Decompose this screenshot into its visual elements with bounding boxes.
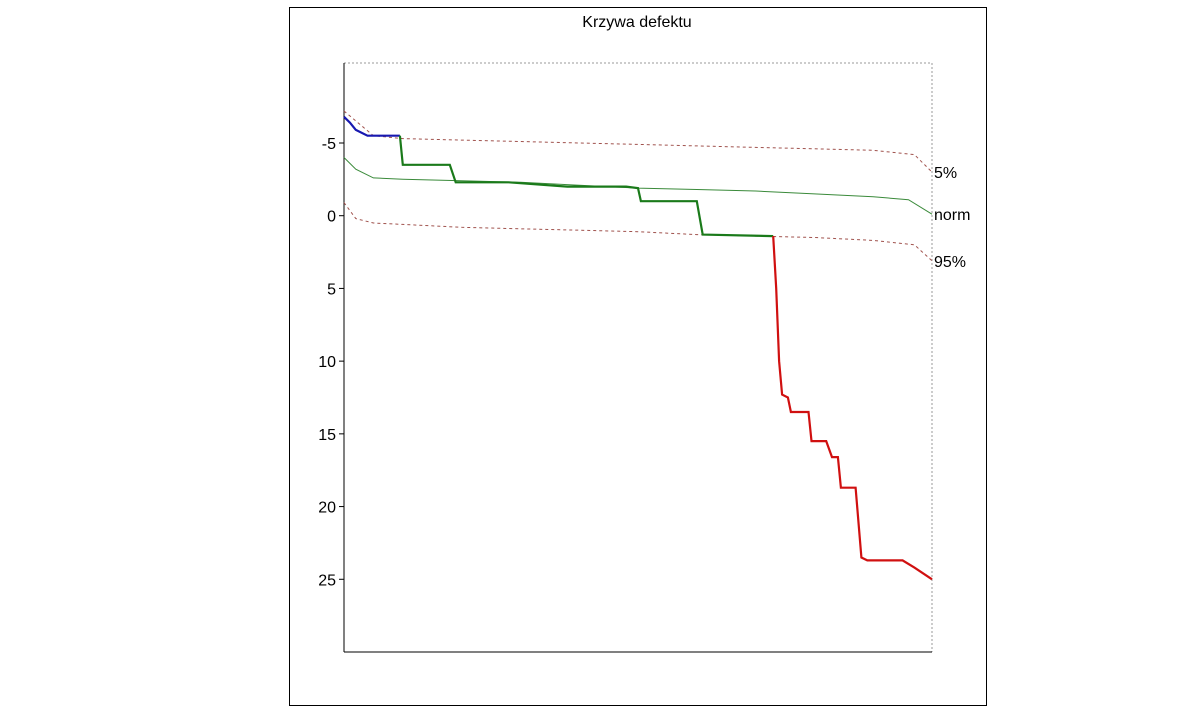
y-tick-label: 5 xyxy=(327,281,336,298)
chart-title: Krzywa defektu xyxy=(582,14,691,31)
y-tick-label: -5 xyxy=(322,136,336,153)
series-line-5 xyxy=(772,236,933,581)
y-tick-label: 0 xyxy=(327,209,336,226)
y-tick-label: 10 xyxy=(318,354,336,371)
chart-frame xyxy=(289,7,987,706)
y-tick-label: 15 xyxy=(318,427,336,444)
series-line-2 xyxy=(343,202,933,262)
y-ticks: -5 0 5 10 15 20 25 xyxy=(318,136,344,589)
y-tick-label: 25 xyxy=(318,572,336,589)
y-tick-label: 20 xyxy=(318,500,336,517)
series-labels: 5% norm 95% xyxy=(934,165,970,271)
series-label-2: 95% xyxy=(934,254,966,271)
series-line-4 xyxy=(398,135,774,238)
series-label-1: norm xyxy=(934,207,970,224)
series-line-0 xyxy=(343,110,933,173)
series-label-0: 5% xyxy=(934,165,957,182)
series-line-3 xyxy=(343,116,400,137)
series-layer xyxy=(343,110,933,581)
series-line-1 xyxy=(343,157,933,215)
